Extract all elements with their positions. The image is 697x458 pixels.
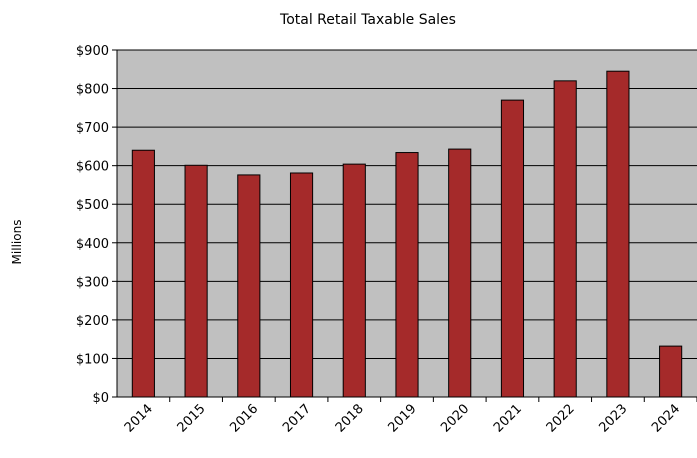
x-tick-label: 2024 (649, 402, 683, 436)
x-tick-label: 2021 (491, 402, 525, 436)
bar-2014 (131, 149, 155, 398)
y-axis-label: Millions (10, 220, 24, 265)
bar-2018 (342, 163, 366, 398)
bar-2024 (659, 345, 683, 398)
y-tick-label: $600 (76, 160, 109, 175)
y-tick-label: $400 (76, 237, 109, 252)
y-tick-label: $800 (76, 83, 109, 98)
x-tick-label: 2022 (544, 402, 578, 436)
bar-2020 (448, 148, 472, 398)
x-tick-label: 2023 (596, 402, 630, 436)
y-tick-label: $300 (76, 275, 109, 290)
y-tick-label: $100 (76, 352, 109, 367)
x-tick-label: 2015 (175, 402, 209, 436)
x-axis-ticks: 2014 2015 2016 2017 2018 2019 2020 2021 2022 2023… (122, 397, 697, 436)
y-axis-ticks: $0 $100 $200 $300 $400 $500 $600 $700 $800 $900 (76, 44, 117, 406)
y-tick-label: $700 (76, 121, 109, 136)
x-tick-label: 2019 (386, 402, 420, 436)
bar-2021 (500, 99, 525, 398)
bar-2023 (606, 70, 630, 398)
bar-2017 (289, 172, 314, 398)
bar-2019 (395, 152, 419, 398)
y-tick-label: $0 (92, 391, 109, 406)
y-tick-label: $900 (76, 44, 109, 59)
y-tick-label: $500 (76, 198, 109, 213)
chart-title: Total Retail Taxable Sales (279, 12, 456, 28)
bar-2015 (184, 164, 208, 398)
x-tick-label: 2018 (333, 402, 367, 436)
x-tick-label: 2014 (122, 402, 156, 436)
x-tick-label: 2017 (280, 402, 314, 436)
bar-2016 (237, 174, 261, 398)
bars (131, 70, 683, 398)
bar-2022 (553, 80, 577, 398)
y-tick-label: $200 (76, 314, 109, 329)
x-tick-label: 2016 (227, 402, 261, 436)
x-tick-label: 2020 (438, 402, 472, 436)
